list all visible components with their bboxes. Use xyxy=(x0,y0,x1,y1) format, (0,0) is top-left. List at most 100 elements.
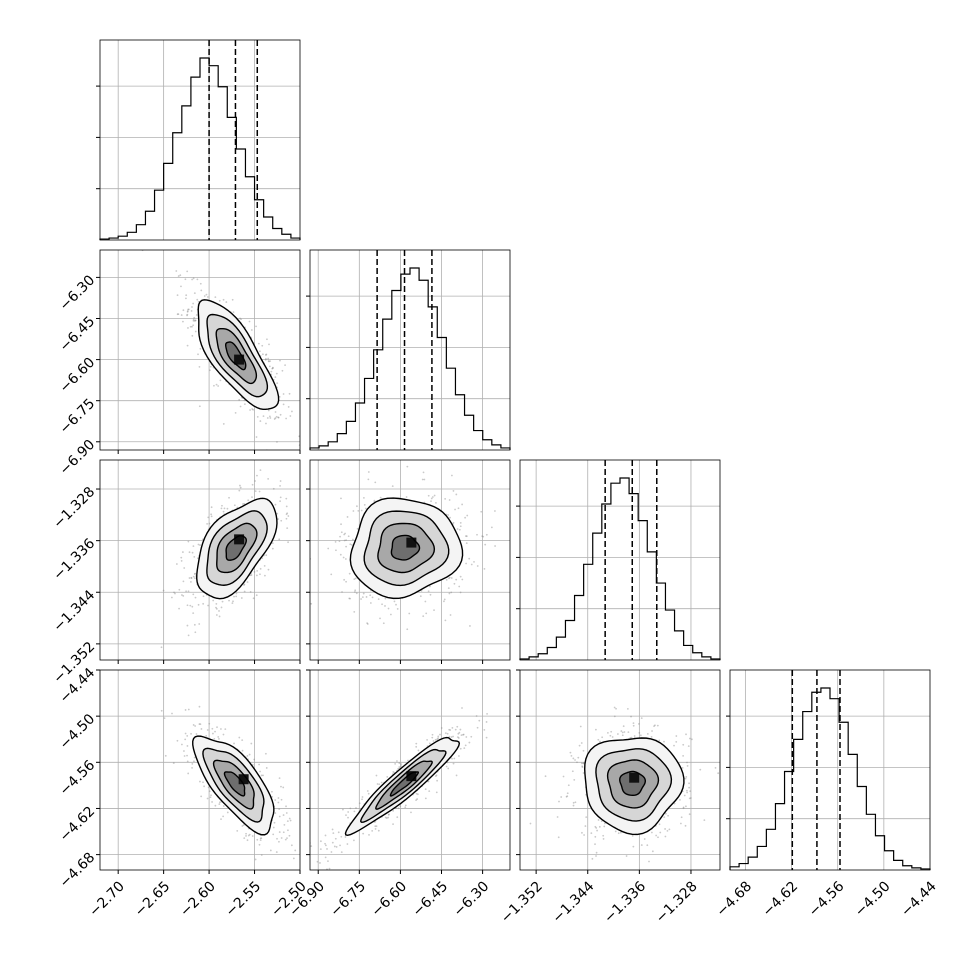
sample-point xyxy=(246,839,249,842)
histogram-background xyxy=(310,250,510,450)
sample-point xyxy=(280,519,283,522)
sample-point xyxy=(595,728,597,731)
sample-point xyxy=(361,796,364,798)
sample-point xyxy=(455,774,458,777)
sample-point xyxy=(174,592,176,595)
sample-point xyxy=(177,275,180,277)
sample-point xyxy=(160,646,163,649)
sample-point xyxy=(375,825,378,828)
sample-point xyxy=(180,560,183,562)
sample-point xyxy=(286,837,288,840)
sample-point xyxy=(277,797,280,799)
sample-point xyxy=(274,411,277,413)
sample-point xyxy=(415,745,418,748)
sample-point xyxy=(176,313,179,316)
sample-point xyxy=(285,513,288,516)
sample-point xyxy=(190,576,193,579)
sample-point xyxy=(302,427,304,429)
sample-point xyxy=(218,615,221,618)
sample-point xyxy=(369,594,372,597)
panel-frame xyxy=(99,249,301,451)
sample-point xyxy=(277,801,280,804)
sample-point xyxy=(310,602,313,605)
sample-point xyxy=(233,595,235,598)
x-tick-label: −1.344 xyxy=(550,878,598,926)
sample-point xyxy=(685,776,688,778)
sample-point xyxy=(426,738,428,741)
sample-point xyxy=(344,836,347,838)
sample-point xyxy=(371,829,374,832)
sample-point xyxy=(682,743,685,746)
sample-point xyxy=(278,808,281,811)
sample-point xyxy=(186,745,189,747)
sample-point xyxy=(254,858,257,861)
sample-point xyxy=(259,573,261,576)
sample-point xyxy=(616,733,619,735)
sample-point xyxy=(434,738,437,741)
sample-point xyxy=(272,366,274,369)
sample-point xyxy=(191,551,194,554)
sample-point xyxy=(679,822,682,825)
sample-point xyxy=(621,734,624,737)
sample-point xyxy=(423,478,426,481)
sample-point xyxy=(279,496,282,499)
sample-point xyxy=(686,765,689,767)
sample-point xyxy=(259,469,262,472)
sample-point xyxy=(268,365,271,368)
density-contour xyxy=(196,497,278,600)
panel-frame xyxy=(99,459,301,661)
sample-point xyxy=(382,622,385,625)
sample-point xyxy=(187,708,190,711)
sample-point xyxy=(452,521,455,524)
sample-point xyxy=(245,835,247,837)
sample-point xyxy=(265,422,267,425)
panel-frame xyxy=(519,669,721,871)
sample-point xyxy=(463,747,466,749)
sample-point xyxy=(571,770,574,773)
histogram-frame xyxy=(519,459,721,661)
sample-point xyxy=(199,282,202,285)
sample-point xyxy=(361,798,363,801)
density-peak xyxy=(406,771,417,782)
sample-point xyxy=(343,533,346,536)
sample-point xyxy=(209,365,212,368)
y-tick-label: −4.56 xyxy=(57,757,99,799)
sample-point xyxy=(436,779,439,782)
sample-point xyxy=(324,834,327,837)
sample-point xyxy=(448,576,451,579)
sample-point xyxy=(186,604,189,607)
density-contour xyxy=(349,497,464,600)
sample-point xyxy=(210,515,213,518)
sample-point xyxy=(622,725,625,728)
sample-point xyxy=(366,790,369,792)
sample-point xyxy=(686,761,688,764)
sample-point xyxy=(278,831,281,833)
sample-point xyxy=(187,540,190,543)
sample-point xyxy=(339,535,341,538)
sample-point xyxy=(560,796,563,798)
sample-point xyxy=(192,593,195,596)
sample-point xyxy=(440,727,443,729)
sample-point xyxy=(269,417,272,419)
sample-point xyxy=(243,399,246,402)
sample-point xyxy=(184,732,187,735)
sample-point xyxy=(454,728,457,731)
sample-point xyxy=(196,278,199,281)
sample-point xyxy=(243,590,246,593)
sample-point xyxy=(184,709,187,711)
sample-point xyxy=(335,549,337,552)
sample-point xyxy=(364,507,367,510)
sample-point xyxy=(569,751,572,754)
sample-point xyxy=(224,728,227,731)
sample-point xyxy=(374,825,377,828)
sample-point xyxy=(214,730,216,733)
sample-point xyxy=(632,722,635,725)
sample-point xyxy=(415,792,418,795)
sample-point xyxy=(387,813,390,816)
sample-point xyxy=(252,408,255,411)
density-contour xyxy=(389,771,420,797)
sample-point xyxy=(625,855,628,857)
sample-point xyxy=(483,728,486,731)
sample-point xyxy=(285,812,288,814)
density-contour xyxy=(212,759,255,810)
